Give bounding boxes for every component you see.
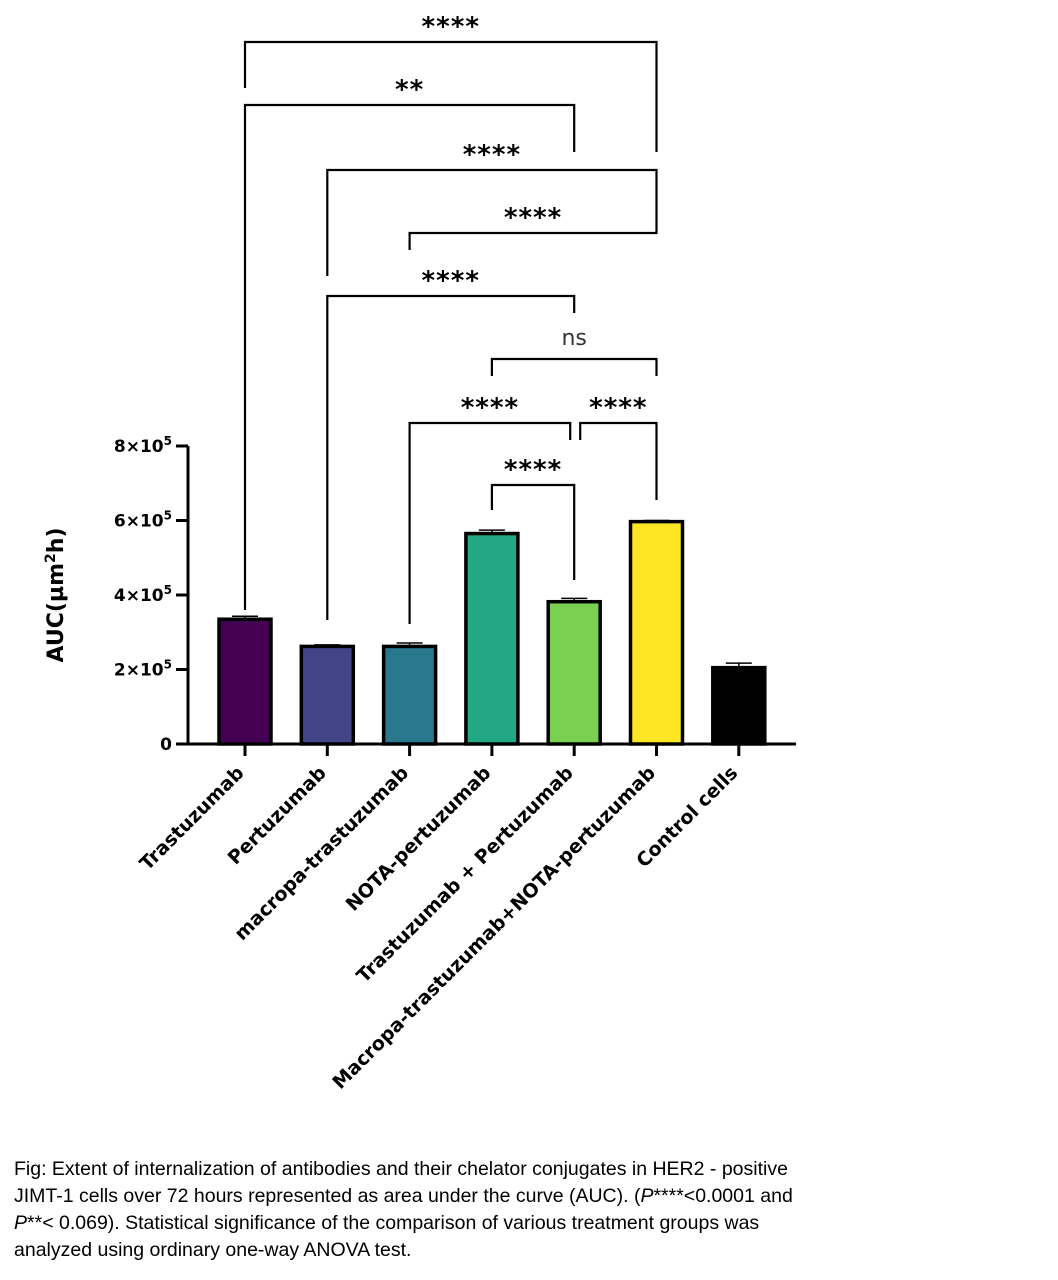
significance-bracket — [408, 214, 658, 250]
significance-bracket — [579, 421, 658, 500]
x-tick-label: NOTA-pertuzumab — [342, 762, 496, 916]
significance-bracket — [243, 40, 658, 152]
figure-caption: Fig: Extent of internalization of antibo… — [14, 1156, 1024, 1264]
y-tick-label: 0 — [160, 735, 172, 755]
significance-bracket — [326, 168, 658, 276]
significance-bracket — [490, 483, 576, 580]
significance-label: **** — [461, 393, 519, 423]
y-tick-label: 4×105 — [114, 583, 172, 606]
bar — [546, 599, 602, 746]
significance-label: **** — [422, 266, 480, 296]
caption-line: analyzed using ordinary one-way ANOVA te… — [14, 1239, 412, 1261]
significance-label: **** — [422, 12, 480, 42]
significance-label: **** — [504, 455, 562, 485]
y-tick-label: 2×105 — [114, 658, 172, 681]
axes: 02×1054×1056×1058×105TrastuzumabPertuzum… — [114, 434, 796, 1094]
y-tick-label: 6×105 — [114, 509, 172, 532]
caption-line: JIMT-1 cells over 72 hours represented a… — [14, 1185, 793, 1207]
significance-brackets: ******************ns**** ******** — [243, 12, 658, 624]
significance-bracket — [243, 103, 576, 610]
bar-chart: ******************ns**** ******** 02×1054… — [43, 12, 796, 1094]
bar — [381, 644, 438, 746]
caption-line: P**< 0.069). Statistical significance of… — [14, 1212, 760, 1234]
bar — [217, 617, 273, 746]
significance-label: ** — [395, 75, 424, 105]
significance-bracket — [408, 421, 572, 624]
bar — [299, 644, 356, 746]
x-tick-label: macropa-trastuzumab — [230, 762, 413, 945]
significance-label: **** — [463, 140, 521, 170]
y-tick-label: 8×105 — [114, 434, 172, 457]
bar — [464, 531, 520, 746]
y-axis-label: AUC(µm2h) — [43, 528, 69, 663]
significance-bracket — [490, 357, 658, 376]
bar — [711, 665, 767, 746]
significance-label: ns — [561, 326, 586, 351]
caption-line: Fig: Extent of internalization of antibo… — [14, 1158, 788, 1180]
significance-label: **** — [504, 203, 562, 233]
significance-bracket — [326, 294, 576, 620]
bars — [217, 519, 767, 746]
bar — [628, 519, 685, 746]
significance-label: **** — [589, 393, 647, 423]
